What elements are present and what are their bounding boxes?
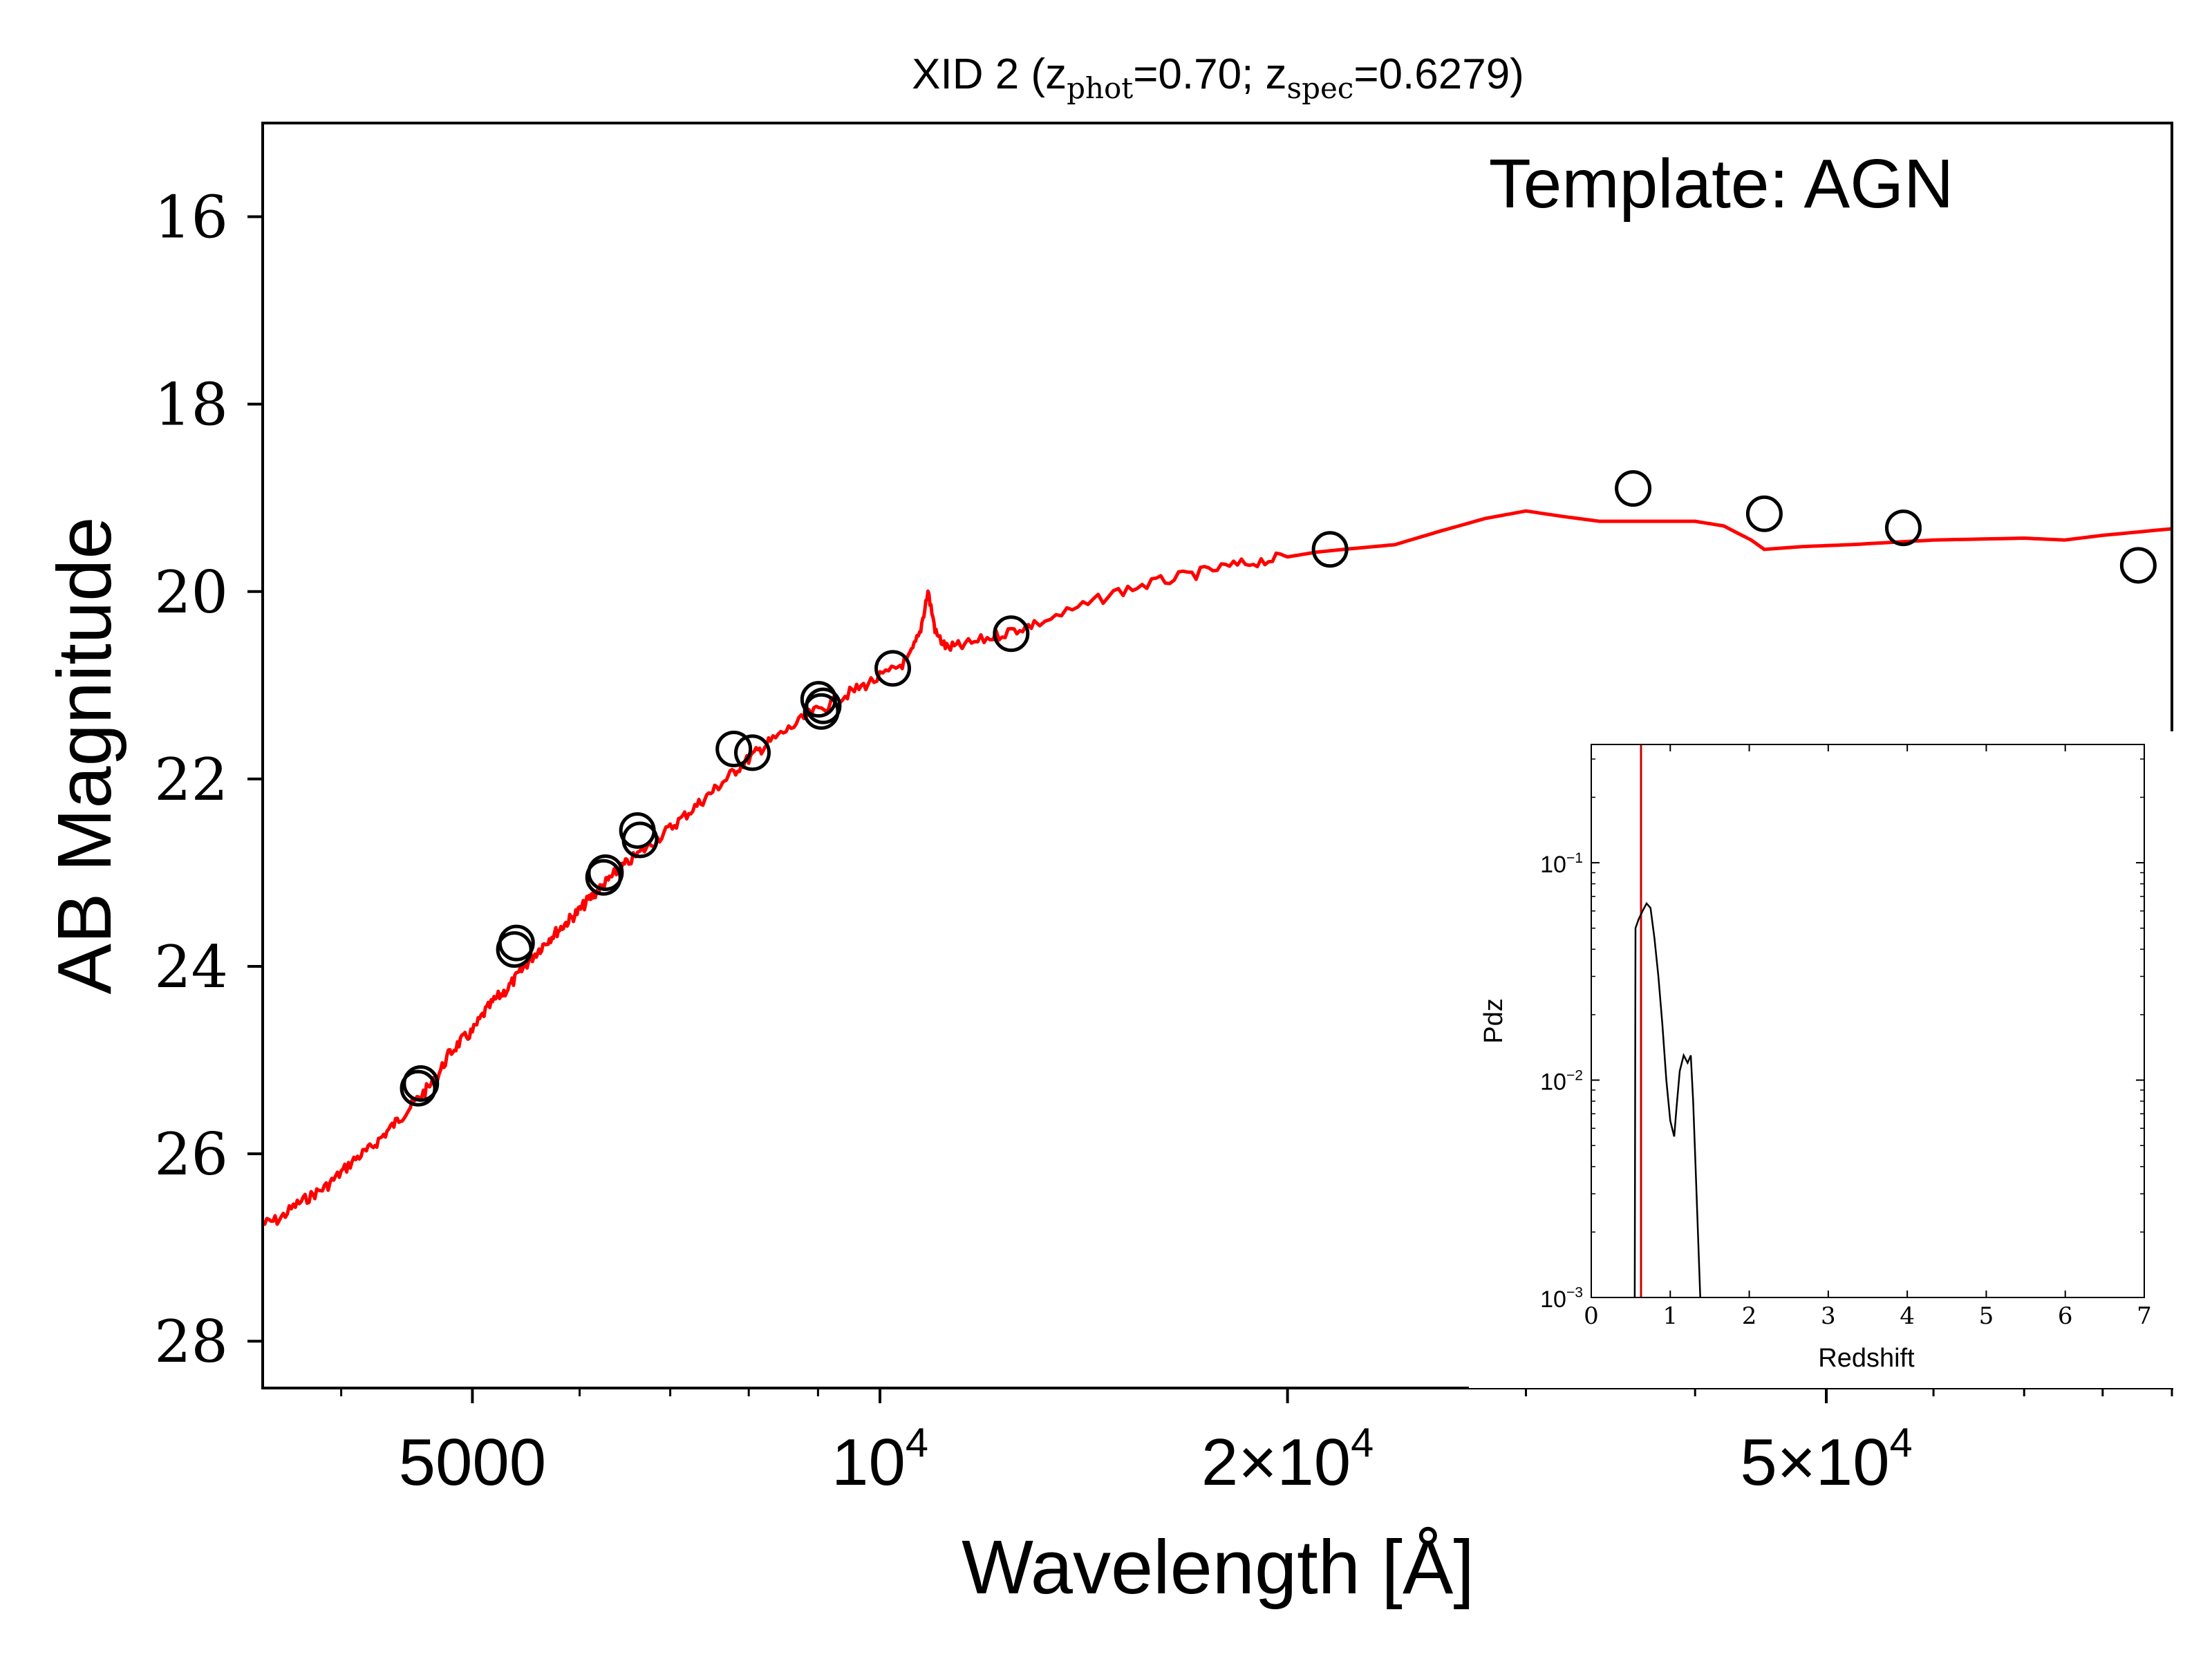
x-tick-label: 5×104 [1740, 1420, 1912, 1499]
photometry-point [587, 854, 624, 891]
photometry-point [800, 681, 837, 718]
photometry-point [733, 734, 771, 771]
photometry-point [805, 687, 842, 724]
inset-x-tick-label: 5 [1979, 1302, 1994, 1330]
photometry-point [1311, 531, 1349, 568]
y-tick-label: 16 [154, 184, 228, 252]
inset-y-axis-label: Pdz [1479, 998, 1508, 1043]
main-series-group [263, 470, 2172, 1226]
x-tick-label: 104 [832, 1420, 928, 1499]
y-axis-label: AB Magnitude [42, 517, 127, 995]
y-tick-label: 20 [154, 559, 228, 626]
photometry-point [715, 731, 753, 768]
inset-y-tick-label: 10−1 [1540, 850, 1583, 878]
inset-x-tick-label: 1 [1662, 1302, 1678, 1330]
photometry-point [498, 924, 535, 962]
y-tick-label: 22 [154, 746, 228, 814]
inset-x-axis-label: Redshift [1818, 1344, 1915, 1373]
template-annotation: Template: AGN [1489, 145, 1954, 223]
inset-x-tick-label: 2 [1742, 1302, 1757, 1330]
photometry-point [402, 1065, 440, 1102]
inset-x-tick-label: 3 [1821, 1302, 1836, 1330]
photometry-point [400, 1069, 437, 1107]
x-tick-label: 5000 [399, 1425, 547, 1499]
inset-plot-frame [1591, 744, 2145, 1298]
photometry-point [1615, 470, 1652, 507]
inset-x-tick-label: 7 [2137, 1302, 2152, 1330]
inset-x-tick-label: 4 [1900, 1302, 1915, 1330]
inset-background [1469, 731, 2188, 1388]
photometry-point [1745, 495, 1783, 532]
x-tick-label: 2×104 [1201, 1420, 1374, 1499]
y-tick-label: 28 [154, 1308, 228, 1376]
y-tick-label: 26 [154, 1121, 228, 1188]
chart-title: XID 2 (zphot=0.70; zspec=0.6279) [912, 50, 1524, 105]
photometry-point [2119, 547, 2157, 584]
x-axis-label: Wavelength [Å] [962, 1525, 1474, 1610]
photometry-point [874, 650, 912, 687]
photometry-point [621, 821, 659, 859]
inset-pdz-line [1633, 901, 1701, 1297]
photometry-point [993, 615, 1030, 653]
inset-x-tick-label: 0 [1584, 1302, 1599, 1330]
y-tick-label: 18 [154, 371, 228, 439]
inset-y-tick-label: 10−3 [1540, 1285, 1583, 1313]
y-tick-label: 24 [154, 933, 228, 1001]
inset-series-group [1633, 744, 1701, 1297]
inset-x-tick-label: 6 [2058, 1302, 2073, 1330]
photometry-point [1884, 509, 1922, 547]
inset-y-tick-label: 10−2 [1540, 1067, 1583, 1095]
